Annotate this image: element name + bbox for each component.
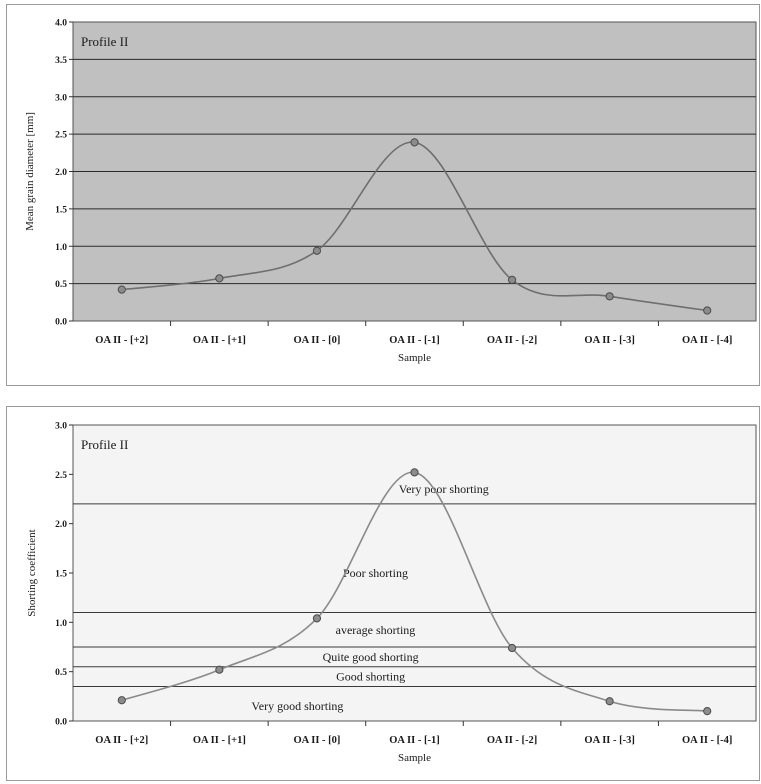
x-tick-label: OA II - [+1] xyxy=(193,335,246,346)
zone-label: Quite good shorting xyxy=(323,650,419,664)
y-axis-title: Shorting coefficient xyxy=(26,529,38,616)
profile-label: Profile II xyxy=(81,34,128,49)
data-point xyxy=(703,707,712,716)
x-tick-label: OA II - [+2] xyxy=(95,735,148,746)
x-axis-title: Sample xyxy=(398,352,431,364)
y-tick-label: 2.5 xyxy=(55,471,67,481)
data-point xyxy=(605,697,614,706)
y-tick-label: 0.5 xyxy=(55,668,67,678)
x-tick-label: OA II - [-4] xyxy=(682,335,732,346)
y-tick-label: 3.0 xyxy=(55,93,67,103)
data-point xyxy=(507,275,517,284)
x-tick-label: OA II - [0] xyxy=(293,735,340,746)
data-point xyxy=(312,246,322,255)
grain-diameter-chart: 0.0 0.5 1.0 1.5 2.0 2.5 3.0 3.5 4.0 OA II - [+2] O… xyxy=(24,19,757,364)
x-tick-label: OA II - [-4] xyxy=(682,735,732,746)
y-axis-title: Mean grain diameter [mm] xyxy=(24,112,36,231)
data-point xyxy=(215,665,224,674)
zone-label: Very poor shorting xyxy=(399,482,489,496)
data-point xyxy=(215,274,224,283)
x-tick-label: OA II - [0] xyxy=(293,335,340,346)
x-tick-label: OA II - [-3] xyxy=(584,335,634,346)
y-tick-label: 0.5 xyxy=(55,280,67,290)
y-tick-label: 1.5 xyxy=(55,570,67,580)
zone-label: Poor shorting xyxy=(343,566,408,580)
shorting-coefficient-chart: 0.0 0.5 1.0 1.5 2.0 2.5 3.0 OA II - [+2] OA II -… xyxy=(26,422,757,764)
data-point xyxy=(605,292,614,301)
y-tick-label: 2.0 xyxy=(55,168,67,178)
y-tick-label: 4.0 xyxy=(55,19,67,29)
x-tick-label: OA II - [-2] xyxy=(487,735,537,746)
y-tick-label: 3.5 xyxy=(55,56,67,66)
data-point xyxy=(117,696,126,705)
data-point xyxy=(507,643,517,653)
zone-label: Very good shorting xyxy=(251,699,343,713)
y-tick-label: 3.0 xyxy=(55,422,67,432)
x-tick-label: OA II - [-1] xyxy=(389,735,439,746)
y-tick-label: 2.5 xyxy=(55,131,67,141)
grain-diameter-chart-panel: 0.0 0.5 1.0 1.5 2.0 2.5 3.0 3.5 4.0 OA II - [+2] O… xyxy=(6,4,760,386)
data-point xyxy=(312,614,322,623)
data-point xyxy=(410,138,419,147)
y-tick-label: 2.0 xyxy=(55,520,67,530)
data-point xyxy=(410,468,419,477)
x-tick-label: OA II - [-3] xyxy=(584,735,634,746)
x-tick-label: OA II - [-2] xyxy=(487,335,537,346)
data-point xyxy=(117,285,126,294)
y-tick-label: 0.0 xyxy=(55,718,67,728)
y-tick-label: 1.0 xyxy=(55,619,67,629)
y-tick-label: 1.5 xyxy=(55,205,67,215)
x-tick-label: OA II - [+1] xyxy=(193,735,246,746)
y-tick-label: 0.0 xyxy=(55,318,67,328)
shorting-coefficient-chart-panel: 0.0 0.5 1.0 1.5 2.0 2.5 3.0 OA II - [+2] OA II -… xyxy=(6,406,760,781)
x-axis-title: Sample xyxy=(398,752,431,764)
y-tick-label: 1.0 xyxy=(55,243,67,253)
x-tick-label: OA II - [-1] xyxy=(389,335,439,346)
zone-label: average shorting xyxy=(336,623,416,637)
zone-label: Good shorting xyxy=(336,670,405,684)
x-tick-label: OA II - [+2] xyxy=(95,335,148,346)
data-point xyxy=(703,306,712,315)
profile-label: Profile II xyxy=(81,437,128,452)
